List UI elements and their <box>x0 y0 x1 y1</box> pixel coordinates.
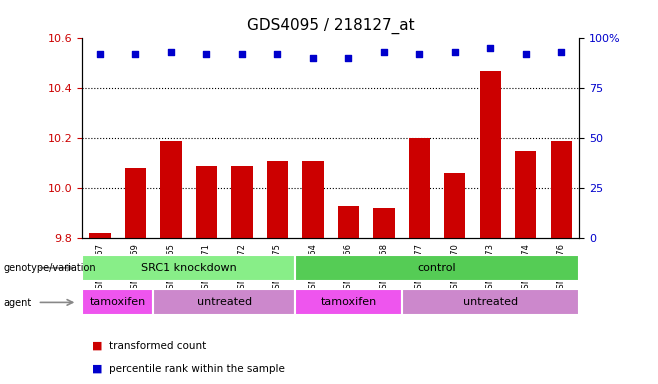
Bar <box>196 166 217 238</box>
Bar <box>125 168 146 238</box>
Point <box>130 51 141 58</box>
Point <box>556 49 567 55</box>
Bar <box>409 138 430 238</box>
Text: ■: ■ <box>92 364 103 374</box>
Bar <box>338 206 359 238</box>
Bar <box>153 290 295 315</box>
Point <box>95 51 105 58</box>
Bar <box>161 141 182 238</box>
Text: SRC1 knockdown: SRC1 knockdown <box>141 263 237 273</box>
Title: GDS4095 / 218127_at: GDS4095 / 218127_at <box>247 18 415 34</box>
Text: control: control <box>418 263 457 273</box>
Bar <box>266 161 288 238</box>
Text: tamoxifen: tamoxifen <box>89 297 146 308</box>
Bar <box>82 255 295 281</box>
Bar <box>444 173 465 238</box>
Bar <box>302 161 324 238</box>
Bar <box>373 208 395 238</box>
Point <box>378 49 389 55</box>
Point <box>343 55 353 61</box>
Text: agent: agent <box>3 298 32 308</box>
Bar <box>89 233 111 238</box>
Text: ■: ■ <box>92 341 103 351</box>
Text: transformed count: transformed count <box>109 341 206 351</box>
Bar <box>295 290 401 315</box>
Text: untreated: untreated <box>463 297 518 308</box>
Point <box>449 49 460 55</box>
Point <box>237 51 247 58</box>
Text: percentile rank within the sample: percentile rank within the sample <box>109 364 284 374</box>
Text: untreated: untreated <box>197 297 252 308</box>
Point <box>272 51 283 58</box>
Bar <box>515 151 536 238</box>
Point <box>485 45 495 51</box>
Bar <box>232 166 253 238</box>
Bar <box>82 290 153 315</box>
Bar <box>551 141 572 238</box>
Point <box>166 49 176 55</box>
Bar <box>295 255 579 281</box>
Point <box>414 51 424 58</box>
Text: genotype/variation: genotype/variation <box>3 263 96 273</box>
Bar <box>401 290 579 315</box>
Point <box>201 51 212 58</box>
Text: tamoxifen: tamoxifen <box>320 297 376 308</box>
Point <box>308 55 318 61</box>
Point <box>520 51 531 58</box>
Bar <box>480 71 501 238</box>
